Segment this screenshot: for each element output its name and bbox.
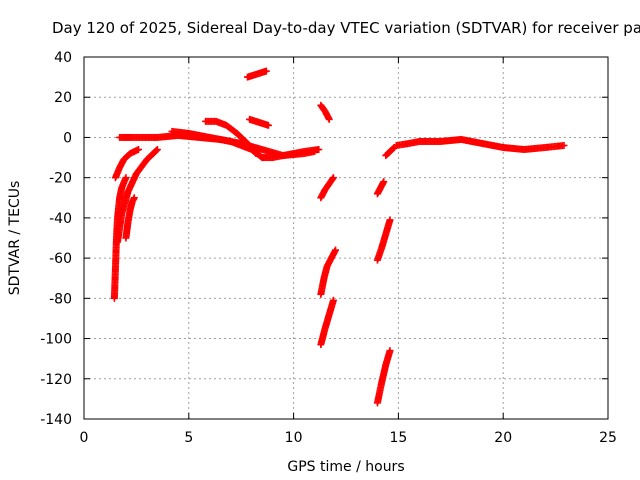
data-point-fill xyxy=(394,136,566,153)
series-track-k xyxy=(317,101,333,123)
series-track-n xyxy=(317,296,337,349)
series-track-f xyxy=(168,127,266,162)
series-track-m xyxy=(317,246,340,298)
series-track-g xyxy=(202,117,260,158)
data-point-fill xyxy=(114,147,160,244)
x-tick-label: 15 xyxy=(389,430,407,446)
x-tick-label: 20 xyxy=(494,430,512,446)
x-tick-label: 0 xyxy=(80,430,89,446)
x-tick-label: 10 xyxy=(285,430,303,446)
y-tick-label: -100 xyxy=(40,332,72,348)
data-point-fill xyxy=(318,102,333,122)
data-point-fill xyxy=(374,217,394,263)
x-tick-label: 5 xyxy=(184,430,193,446)
series-track-o xyxy=(373,178,388,198)
y-tick-label: 20 xyxy=(54,90,72,106)
data-point-fill xyxy=(260,146,321,162)
data-point-fill xyxy=(247,116,271,129)
series-track-s xyxy=(392,135,568,154)
data-point-fill xyxy=(318,175,337,200)
y-tick-label: 0 xyxy=(63,130,72,146)
data-point-fill xyxy=(203,117,259,156)
y-tick-label: -80 xyxy=(49,291,72,307)
chart-title: Day 120 of 2025, Sidereal Day-to-day VTE… xyxy=(52,19,640,37)
x-tick-label: 25 xyxy=(599,430,617,446)
y-tick-label: -20 xyxy=(49,171,72,187)
y-tick-label: -60 xyxy=(49,251,72,267)
series-track-c xyxy=(114,146,161,246)
plot-frame xyxy=(83,56,609,420)
series-track-h xyxy=(258,146,323,162)
series-track-d xyxy=(122,194,138,242)
series-track-r xyxy=(382,144,398,160)
series-track-l xyxy=(317,174,337,202)
y-tick-label: -140 xyxy=(40,412,72,428)
grid xyxy=(84,57,608,419)
y-axis-label: SDTVAR / TECUs xyxy=(7,181,23,296)
data-point-fill xyxy=(122,195,138,241)
data-point-fill xyxy=(112,146,141,180)
data-point-fill xyxy=(245,67,269,81)
data-point-fill xyxy=(170,128,265,161)
series-track-p xyxy=(373,216,394,264)
series-track-q xyxy=(373,347,394,407)
axis-ticks: 0 5 10 15 20 25 -140 -120 -100 -80 -60 -40 -20 0 20 40 xyxy=(40,50,617,446)
y-tick-label: -40 xyxy=(49,211,72,227)
data-point-fill xyxy=(383,145,397,159)
series-track-j xyxy=(246,115,272,129)
y-tick-label: 40 xyxy=(54,50,72,66)
data-points xyxy=(110,67,568,407)
y-tick-label: -120 xyxy=(40,372,72,388)
series-track-i xyxy=(243,67,270,81)
data-point-fill xyxy=(374,179,387,197)
x-axis-label: GPS time / hours xyxy=(287,459,404,475)
data-point-fill xyxy=(374,348,394,405)
data-point-fill xyxy=(317,247,339,297)
series-track-b xyxy=(111,146,142,182)
data-point-fill xyxy=(317,298,337,347)
